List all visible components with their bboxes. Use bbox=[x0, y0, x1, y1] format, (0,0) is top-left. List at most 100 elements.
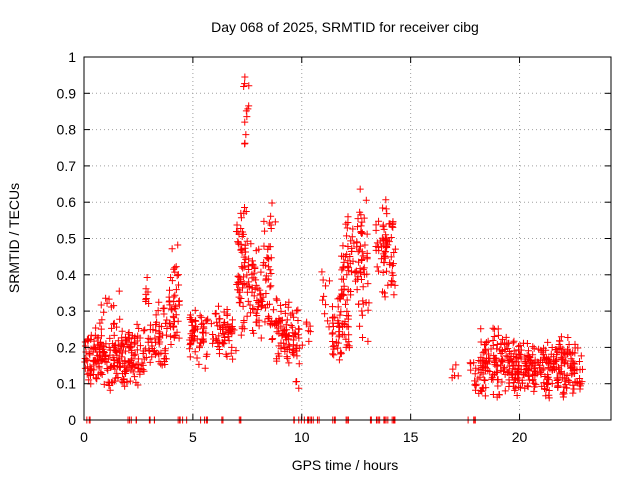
data-point bbox=[471, 370, 479, 378]
data-point bbox=[504, 368, 512, 376]
data-point bbox=[166, 301, 174, 309]
data-point bbox=[345, 338, 353, 346]
data-point bbox=[186, 345, 194, 353]
data-point bbox=[519, 379, 527, 387]
data-point bbox=[334, 303, 342, 311]
data-point bbox=[349, 257, 357, 265]
data-point bbox=[134, 381, 142, 389]
y-tick-label: 0.7 bbox=[57, 158, 77, 174]
data-point bbox=[546, 356, 554, 364]
data-point bbox=[191, 348, 199, 356]
data-point bbox=[356, 246, 364, 254]
data-point bbox=[341, 300, 349, 308]
data-point bbox=[529, 343, 537, 351]
data-point bbox=[214, 302, 222, 310]
data-point bbox=[168, 306, 176, 314]
data-point bbox=[517, 355, 525, 363]
data-point bbox=[557, 333, 565, 341]
data-point bbox=[510, 361, 518, 369]
data-point bbox=[390, 249, 398, 257]
data-point bbox=[489, 391, 497, 399]
data-point bbox=[346, 253, 354, 261]
data-point bbox=[167, 341, 175, 349]
data-point bbox=[347, 237, 355, 245]
data-point bbox=[379, 288, 387, 296]
data-point bbox=[274, 350, 282, 358]
data-point bbox=[576, 374, 584, 382]
data-point bbox=[241, 244, 249, 252]
data-point bbox=[293, 307, 301, 315]
data-point bbox=[188, 321, 196, 329]
data-point bbox=[160, 304, 168, 312]
data-point bbox=[256, 290, 264, 298]
data-point bbox=[557, 368, 565, 376]
data-point bbox=[112, 341, 120, 349]
data-point bbox=[191, 326, 199, 334]
data-point bbox=[119, 339, 127, 347]
data-point bbox=[265, 255, 273, 263]
data-point bbox=[232, 227, 240, 235]
data-point bbox=[107, 363, 115, 371]
grid-lines bbox=[84, 57, 611, 420]
data-point bbox=[199, 337, 207, 345]
data-point bbox=[319, 296, 327, 304]
data-point bbox=[544, 373, 552, 381]
data-point bbox=[114, 337, 122, 345]
data-point bbox=[267, 212, 275, 220]
data-point bbox=[96, 351, 103, 359]
data-point bbox=[165, 320, 173, 328]
data-point bbox=[559, 393, 567, 401]
data-point bbox=[501, 364, 509, 372]
data-point bbox=[81, 354, 89, 362]
data-point bbox=[294, 331, 302, 339]
data-point bbox=[105, 381, 113, 389]
data-point bbox=[343, 224, 351, 232]
data-point bbox=[553, 351, 561, 359]
data-point bbox=[268, 317, 276, 325]
data-point bbox=[383, 267, 391, 275]
data-point bbox=[260, 259, 268, 267]
data-point bbox=[344, 262, 352, 270]
data-point bbox=[170, 314, 178, 322]
data-point bbox=[243, 113, 251, 121]
y-tick-label: 0.8 bbox=[57, 122, 77, 138]
data-point bbox=[233, 221, 241, 229]
data-point bbox=[480, 362, 488, 370]
data-point bbox=[387, 253, 395, 261]
data-point bbox=[384, 241, 392, 249]
data-point bbox=[93, 334, 101, 342]
data-point bbox=[172, 286, 180, 294]
data-point bbox=[495, 391, 503, 399]
data-point bbox=[481, 366, 489, 374]
data-point bbox=[141, 326, 149, 334]
y-tick-label: 0 bbox=[68, 412, 76, 428]
data-point bbox=[335, 319, 343, 327]
data-point bbox=[175, 281, 183, 289]
data-point bbox=[116, 315, 124, 323]
data-point bbox=[375, 247, 383, 255]
data-point bbox=[295, 384, 303, 392]
data-point bbox=[239, 264, 247, 272]
data-point bbox=[131, 350, 139, 358]
data-point bbox=[568, 364, 576, 372]
data-point bbox=[123, 337, 131, 345]
data-point bbox=[213, 318, 221, 326]
y-tick-label: 0.2 bbox=[57, 339, 77, 355]
data-point bbox=[196, 312, 204, 320]
data-point bbox=[207, 320, 215, 328]
data-point bbox=[355, 300, 363, 308]
data-point bbox=[110, 320, 118, 328]
data-point bbox=[111, 377, 119, 385]
data-point bbox=[573, 366, 581, 374]
data-point bbox=[498, 378, 506, 386]
data-point bbox=[113, 359, 121, 367]
data-point bbox=[389, 271, 397, 279]
data-point bbox=[193, 335, 201, 343]
data-point bbox=[533, 358, 541, 366]
data-point bbox=[555, 337, 563, 345]
data-point bbox=[321, 310, 329, 318]
data-point bbox=[96, 340, 104, 348]
data-point bbox=[192, 317, 200, 325]
data-point bbox=[139, 366, 147, 374]
data-point bbox=[166, 319, 174, 327]
